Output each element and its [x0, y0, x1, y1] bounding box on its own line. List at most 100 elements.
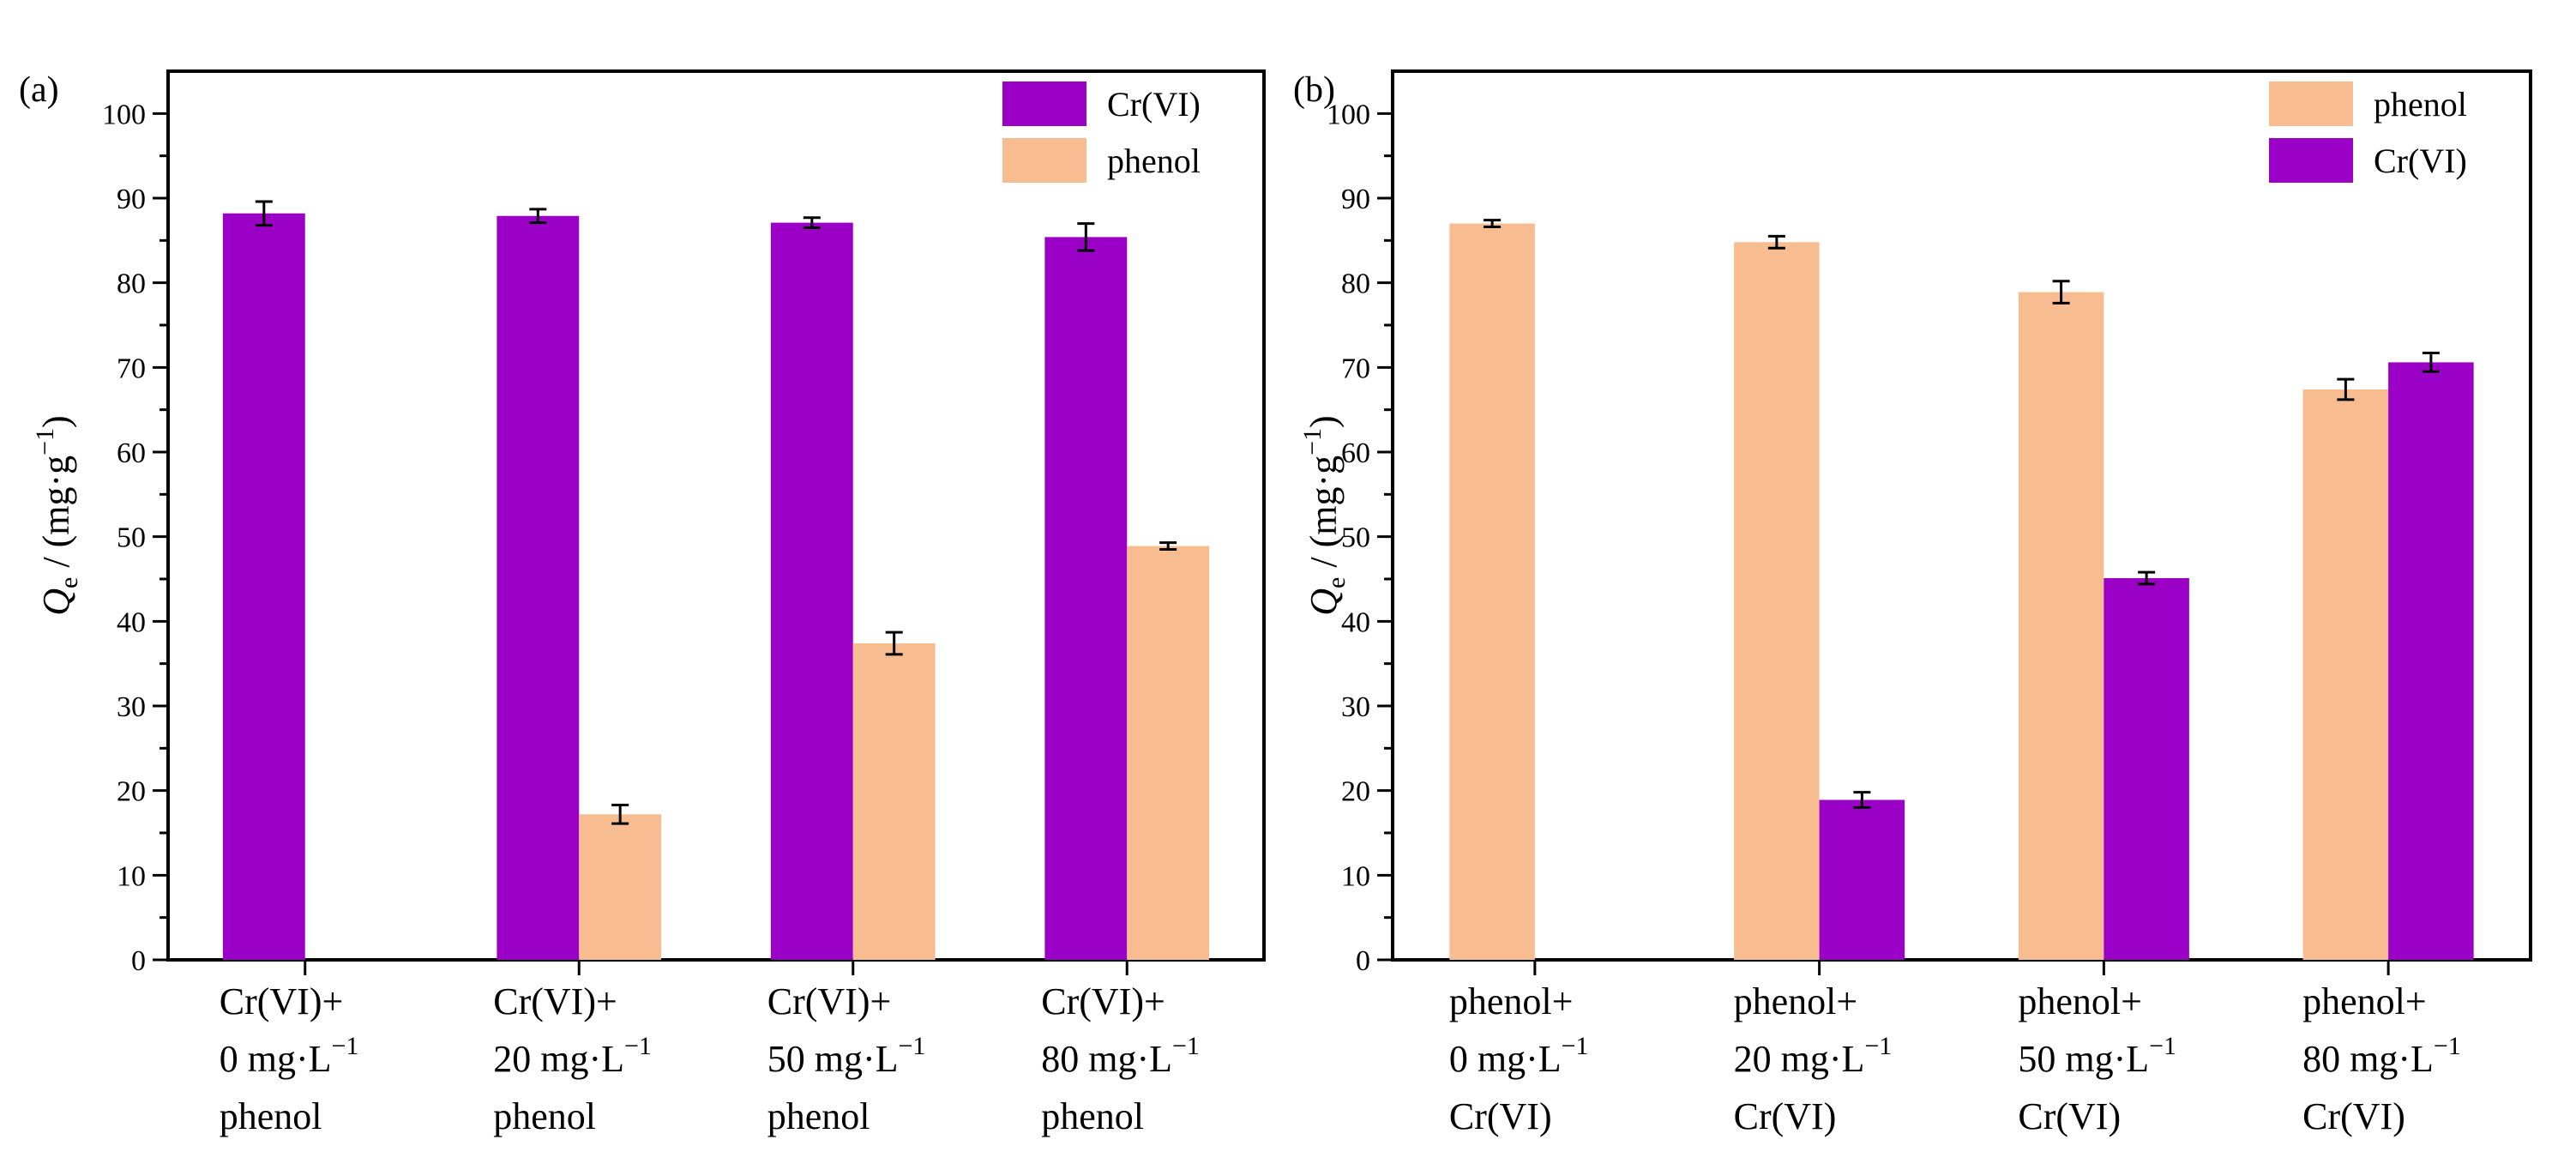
x-category-label-line1: phenol+ [2018, 980, 2142, 1022]
bar-phenol [2302, 389, 2389, 960]
bar-phenol [1127, 546, 1210, 960]
y-axis-label-unit: / (mg·g [35, 455, 77, 577]
y-tick-label: 20 [1341, 776, 1370, 808]
x-category-label-exp: −1 [2434, 1032, 2461, 1060]
y-tick-label: 50 [1341, 522, 1370, 554]
bar-phenol [1449, 223, 1535, 961]
y-tick-label: 60 [1341, 437, 1370, 469]
y-tick-label: 10 [117, 860, 146, 892]
y-tick-label: 0 [131, 945, 146, 977]
legend-label: Cr(VI) [1107, 85, 1201, 124]
x-category-label-exp: −1 [899, 1032, 926, 1060]
x-category-label-line2: 20 mg·L−1 [1734, 1032, 1893, 1080]
y-axis-label-unit: / (mg·g [1303, 455, 1345, 577]
bar-cr [222, 213, 305, 960]
bar-phenol [852, 642, 936, 960]
x-category-label-conc: 80 mg·L [1041, 1038, 1172, 1080]
y-axis-label-exponent: −1 [1298, 428, 1327, 455]
y-axis-label-exponent: −1 [31, 428, 59, 455]
y-tick-label: 70 [117, 353, 146, 384]
bar-phenol [579, 814, 662, 960]
x-category-label-line3: Cr(VI) [2302, 1095, 2405, 1137]
x-category-label-line3: phenol [220, 1095, 322, 1137]
y-tick-label: 80 [117, 268, 146, 300]
y-axis-label-close: ) [35, 415, 77, 428]
bar-phenol [1734, 242, 1820, 961]
bar-cr [2388, 362, 2474, 960]
x-category-label-line1: phenol+ [2302, 980, 2427, 1022]
y-tick-label: 40 [1341, 606, 1370, 638]
y-axis-label: Qe / (mg·g−1) [1298, 415, 1351, 615]
legend-swatch-phenol [1002, 138, 1086, 183]
legend-label: phenol [1107, 142, 1201, 180]
legend-label: Cr(VI) [2374, 142, 2467, 180]
x-category-label-line1: Cr(VI)+ [1041, 980, 1165, 1022]
x-category-label-conc: 20 mg·L [493, 1038, 624, 1080]
x-category-label-line3: Cr(VI) [1449, 1095, 1552, 1137]
x-category-label-conc: 80 mg·L [2302, 1038, 2434, 1080]
bar-cr [497, 215, 580, 961]
y-tick-label: 90 [1341, 184, 1370, 215]
x-category-label-conc: 0 mg·L [220, 1038, 332, 1080]
x-category-label-conc: 0 mg·L [1449, 1038, 1562, 1080]
y-axis-label-subscript: e [1322, 577, 1351, 588]
y-tick-label: 100 [1327, 99, 1370, 130]
legend-swatch-cr [1002, 81, 1086, 126]
bar-phenol [2018, 292, 2104, 960]
legend-swatch-cr [2269, 138, 2353, 183]
bar-cr [1819, 799, 1905, 960]
x-category-label-line1: Cr(VI)+ [493, 980, 617, 1022]
x-category-label-line2: 0 mg·L−1 [220, 1032, 359, 1080]
x-category-label-line2: 20 mg·L−1 [493, 1032, 652, 1080]
x-category-label-conc: 50 mg·L [2018, 1038, 2149, 1080]
y-tick-label: 60 [117, 437, 146, 469]
plot-frame [166, 69, 1266, 962]
x-category-label-line3: phenol [1041, 1095, 1144, 1137]
y-tick-label: 50 [117, 522, 146, 554]
x-category-label-conc: 20 mg·L [1734, 1038, 1865, 1080]
x-category-label-exp: −1 [1172, 1032, 1200, 1060]
x-category-label-line1: phenol+ [1734, 980, 1858, 1022]
x-category-label-line3: phenol [493, 1095, 596, 1137]
x-category-label-line1: phenol+ [1449, 980, 1574, 1022]
y-tick-label: 80 [1341, 268, 1370, 300]
y-axis-label: Qe / (mg·g−1) [31, 415, 83, 615]
bar-cr [2104, 578, 2189, 960]
y-tick-label: 30 [117, 691, 146, 723]
bar-cr [1044, 237, 1128, 960]
x-category-label-exp: −1 [1864, 1032, 1892, 1060]
y-tick-label: 10 [1341, 860, 1370, 892]
legend-label: phenol [2374, 85, 2467, 124]
y-tick-label: 100 [102, 99, 146, 130]
x-category-label-conc: 50 mg·L [767, 1038, 899, 1080]
x-category-label-line2: 0 mg·L−1 [1449, 1032, 1589, 1080]
y-tick-label: 70 [1341, 353, 1370, 384]
y-axis-label-symbol: Q [35, 588, 77, 616]
x-category-label-line2: 80 mg·L−1 [1041, 1032, 1200, 1080]
y-axis-label-subscript: e [55, 577, 83, 588]
x-category-label-line1: Cr(VI)+ [220, 980, 344, 1022]
x-category-label-line3: Cr(VI) [2018, 1095, 2121, 1137]
x-category-label-exp: −1 [2149, 1032, 2176, 1060]
panel-label: (b) [1293, 70, 1335, 110]
x-category-label-exp: −1 [332, 1032, 359, 1060]
y-tick-label: 30 [1341, 691, 1370, 723]
x-category-label-line3: phenol [767, 1095, 870, 1137]
x-category-label-line2: 80 mg·L−1 [2302, 1032, 2461, 1080]
x-category-label-line2: 50 mg·L−1 [2018, 1032, 2176, 1080]
x-category-label-exp: −1 [1562, 1032, 1589, 1060]
plot-frame [1391, 69, 2532, 962]
x-category-label-exp: −1 [624, 1032, 652, 1060]
y-tick-label: 20 [117, 776, 146, 808]
legend-swatch-phenol [2269, 81, 2353, 126]
y-axis-label-symbol: Q [1303, 588, 1345, 616]
x-category-label-line1: Cr(VI)+ [767, 980, 892, 1022]
panel-label: (a) [19, 70, 59, 110]
y-tick-label: 90 [117, 184, 146, 215]
y-axis-label-close: ) [1303, 415, 1345, 428]
y-tick-label: 40 [117, 606, 146, 638]
x-category-label-line2: 50 mg·L−1 [767, 1032, 926, 1080]
